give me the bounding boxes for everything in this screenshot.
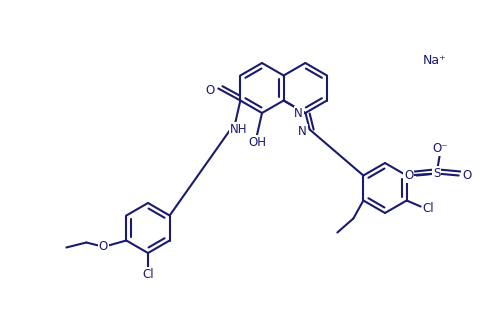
Text: O: O [462, 169, 471, 182]
Text: NH: NH [230, 123, 247, 136]
Text: N: N [298, 125, 307, 138]
Text: O: O [99, 240, 108, 253]
Text: O: O [206, 84, 215, 97]
Text: N: N [294, 107, 303, 120]
Text: Na⁺: Na⁺ [423, 53, 447, 66]
Text: S: S [433, 167, 440, 180]
Text: Cl: Cl [142, 267, 154, 280]
Text: O: O [404, 169, 413, 182]
Text: OH: OH [248, 135, 266, 149]
Text: O⁻: O⁻ [432, 142, 447, 155]
Text: Cl: Cl [423, 202, 434, 215]
